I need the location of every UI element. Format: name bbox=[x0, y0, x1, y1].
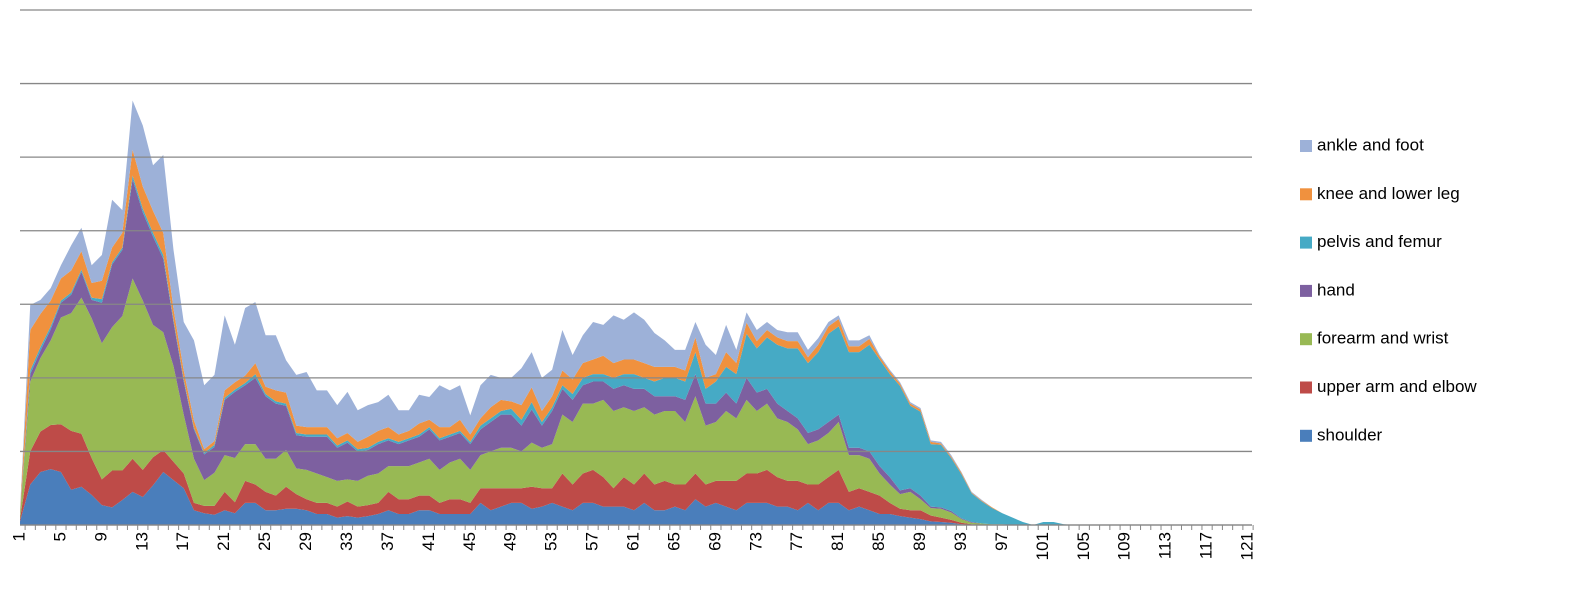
x-tick-label: 57 bbox=[583, 532, 602, 551]
x-tick-label: 65 bbox=[664, 532, 683, 551]
x-tick-label: 117 bbox=[1197, 532, 1216, 559]
x-tick-label: 45 bbox=[460, 532, 479, 551]
area bbox=[20, 179, 1248, 525]
x-tick-label: 49 bbox=[501, 532, 520, 551]
areas bbox=[20, 100, 1248, 526]
legend-label: knee and lower leg bbox=[1317, 184, 1460, 203]
x-tick-label: 97 bbox=[992, 532, 1011, 551]
x-tick-label: 13 bbox=[132, 532, 151, 551]
legend-swatch bbox=[1300, 381, 1312, 394]
area bbox=[20, 100, 1248, 526]
legend-swatch bbox=[1300, 236, 1312, 249]
legend-label: shoulder bbox=[1317, 425, 1383, 444]
x-tick-label: 17 bbox=[173, 532, 192, 551]
area bbox=[20, 278, 1248, 525]
legend-swatch bbox=[1300, 284, 1312, 297]
x-tick-label: 89 bbox=[910, 532, 929, 551]
legend-swatch bbox=[1300, 333, 1312, 346]
x-tick-label: 77 bbox=[787, 532, 806, 551]
x-tick-label: 73 bbox=[746, 532, 765, 551]
legend-swatch bbox=[1300, 188, 1312, 201]
x-tick-label: 105 bbox=[1074, 532, 1093, 560]
x-tick-label: 1 bbox=[9, 532, 28, 541]
legend-swatch bbox=[1300, 140, 1312, 152]
legend-label: hand bbox=[1317, 280, 1355, 299]
area bbox=[20, 424, 1248, 525]
x-tick-label: 69 bbox=[705, 532, 724, 551]
x-tick-label: 33 bbox=[337, 532, 356, 551]
legend-label: upper arm and elbow bbox=[1317, 377, 1477, 396]
x-tick-label: 93 bbox=[951, 532, 970, 551]
x-tick-label: 121 bbox=[1237, 532, 1256, 560]
legend-swatch bbox=[1300, 429, 1312, 442]
area bbox=[20, 469, 1248, 525]
x-tick-label: 21 bbox=[214, 532, 233, 551]
x-tick-label: 81 bbox=[828, 532, 847, 551]
x-tick-label: 85 bbox=[869, 532, 888, 551]
x-tick-label: 53 bbox=[542, 532, 561, 551]
x-tick-label: 41 bbox=[419, 532, 438, 551]
x-tick-label: 37 bbox=[378, 532, 397, 551]
legend-label: forearm and wrist bbox=[1317, 329, 1449, 348]
x-tick-label: 25 bbox=[255, 532, 274, 551]
x-tick-label: 113 bbox=[1156, 532, 1175, 559]
x-tick-label: 109 bbox=[1115, 532, 1134, 560]
x-tick-label: 9 bbox=[91, 532, 110, 541]
x-tick-label: 5 bbox=[50, 532, 69, 541]
legend-label: pelvis and femur bbox=[1317, 232, 1442, 251]
x-tick-label: 61 bbox=[623, 532, 642, 551]
area bbox=[20, 175, 1248, 526]
x-tick-label: 101 bbox=[1033, 532, 1052, 560]
legend-label: ankle and foot bbox=[1317, 135, 1424, 154]
x-tick-label: 29 bbox=[296, 532, 315, 551]
area bbox=[20, 149, 1248, 526]
